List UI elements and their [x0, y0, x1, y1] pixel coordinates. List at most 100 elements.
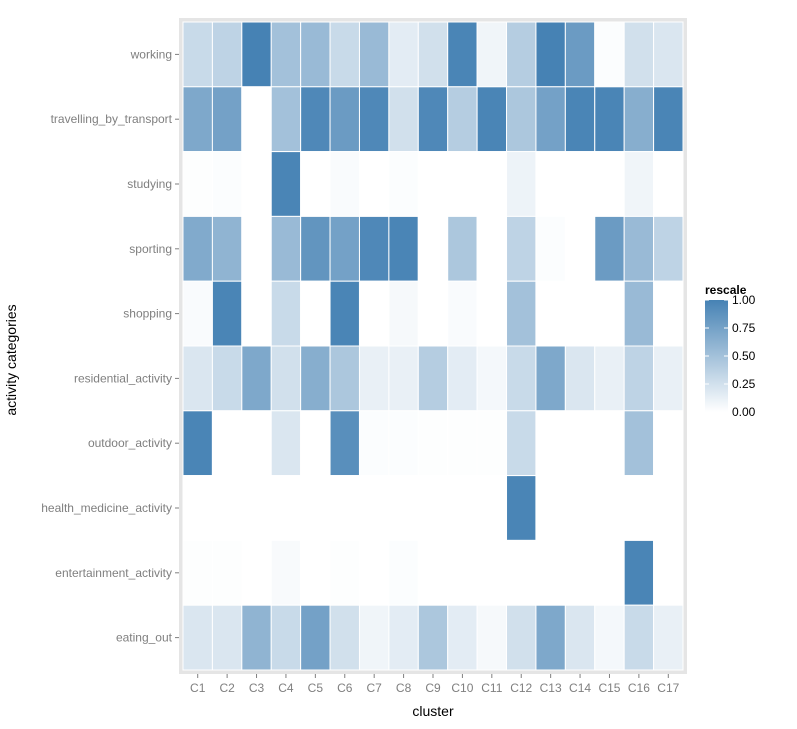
heatmap-cell	[447, 539, 478, 606]
heatmap-cell	[241, 410, 272, 477]
heatmap-cell	[211, 345, 243, 412]
heatmap-cell	[182, 345, 213, 412]
x-axis-title: cluster	[412, 703, 454, 719]
heatmap-cell	[241, 151, 272, 217]
x-tick-label: C14	[569, 681, 591, 695]
heatmap-cell	[653, 21, 684, 88]
legend-label: 0.50	[732, 349, 756, 363]
heatmap-cell	[506, 410, 537, 477]
heatmap-cell	[447, 604, 478, 671]
heatmap-cell	[182, 604, 213, 671]
heatmap-cell	[653, 410, 684, 477]
y-tick-label: entertainment_activity	[55, 566, 172, 580]
heatmap-cell	[211, 215, 243, 282]
heatmap-cell	[447, 475, 478, 541]
heatmap-cell	[594, 410, 625, 477]
heatmap-cell	[623, 86, 655, 153]
heatmap-cell	[535, 604, 566, 671]
heatmap-cell	[564, 539, 596, 606]
heatmap-cell	[358, 151, 390, 217]
heatmap-cell	[564, 86, 596, 153]
heatmap-cell	[476, 475, 508, 541]
heatmap-cell	[182, 280, 213, 347]
heatmap-cell	[417, 151, 449, 217]
heatmap-cell	[211, 475, 243, 541]
heatmap-cell	[300, 86, 331, 153]
heatmap-cell	[329, 539, 360, 606]
heatmap-cell	[476, 539, 508, 606]
heatmap-cell	[358, 539, 390, 606]
heatmap-cell	[535, 215, 566, 282]
heatmap-cell	[417, 86, 449, 153]
heatmap-cell	[329, 475, 360, 541]
legend-label: 1.00	[732, 293, 756, 307]
heatmap-cell	[447, 86, 478, 153]
heatmap-cell	[653, 86, 684, 153]
heatmap-cell	[564, 215, 596, 282]
heatmap-cell	[594, 86, 625, 153]
heatmap-cell	[329, 215, 360, 282]
legend-label: 0.00	[732, 405, 756, 419]
heatmap-cell	[564, 21, 596, 88]
heatmap-cell	[358, 345, 390, 412]
y-tick-label: travelling_by_transport	[51, 112, 173, 126]
y-axis-ticks: working travelling_by_transport studying sp…	[41, 47, 179, 645]
heatmap-cell	[594, 280, 625, 347]
heatmap-cell	[211, 151, 243, 217]
heatmap-cell	[211, 280, 243, 347]
heatmap-cell	[653, 345, 684, 412]
heatmap-cell	[329, 345, 360, 412]
x-tick-label: C11	[481, 681, 502, 695]
x-tick-label: C6	[337, 681, 353, 695]
heatmap-cell	[506, 280, 537, 347]
heatmap-cell	[447, 345, 478, 412]
heatmap-cell	[623, 215, 655, 282]
heatmap-cell	[476, 345, 508, 412]
heatmap-cell	[417, 21, 449, 88]
heatmap-cell	[506, 21, 537, 88]
heatmap-cell	[417, 345, 449, 412]
heatmap-cell	[476, 86, 508, 153]
heatmap-cell	[388, 345, 419, 412]
heatmap-cell	[476, 151, 508, 217]
heatmap-cell	[417, 410, 449, 477]
y-tick-label: sporting	[129, 242, 172, 256]
heatmap-cell	[211, 539, 243, 606]
heatmap-cell	[623, 21, 655, 88]
heatmap-tiles	[182, 21, 684, 671]
x-axis-ticks: C1 C2 C3 C4 C5 C6 C7 C8 C9 C10 C11 C12 C13 C14 C15 C16 C…	[190, 674, 680, 695]
heatmap-cell	[270, 215, 302, 282]
heatmap-cell	[358, 280, 390, 347]
heatmap-cell	[447, 21, 478, 88]
heatmap-cell	[623, 280, 655, 347]
heatmap-cell	[506, 215, 537, 282]
x-tick-label: C16	[628, 681, 650, 695]
heatmap-cell	[270, 280, 302, 347]
heatmap-cell	[506, 539, 537, 606]
x-tick-label: C15	[598, 681, 620, 695]
heatmap-cell	[270, 345, 302, 412]
heatmap-cell	[270, 539, 302, 606]
y-tick-label: health_medicine_activity	[41, 501, 172, 515]
heatmap-cell	[535, 410, 566, 477]
heatmap-cell	[329, 151, 360, 217]
heatmap-cell	[564, 345, 596, 412]
heatmap-cell	[388, 151, 419, 217]
heatmap-cell	[388, 215, 419, 282]
heatmap-cell	[564, 475, 596, 541]
y-axis-title: activity categories	[3, 304, 19, 415]
heatmap-cell	[300, 604, 331, 671]
heatmap-cell	[329, 604, 360, 671]
heatmap-cell	[270, 151, 302, 217]
heatmap-cell	[270, 475, 302, 541]
heatmap-cell	[535, 21, 566, 88]
heatmap-cell	[182, 86, 213, 153]
heatmap-cell	[300, 21, 331, 88]
heatmap-cell	[417, 604, 449, 671]
y-tick-label: working	[130, 47, 172, 61]
legend-colorbar	[705, 300, 728, 412]
heatmap-cell	[506, 151, 537, 217]
heatmap-cell	[211, 604, 243, 671]
heatmap-cell	[594, 604, 625, 671]
y-tick-label: outdoor_activity	[88, 436, 172, 450]
